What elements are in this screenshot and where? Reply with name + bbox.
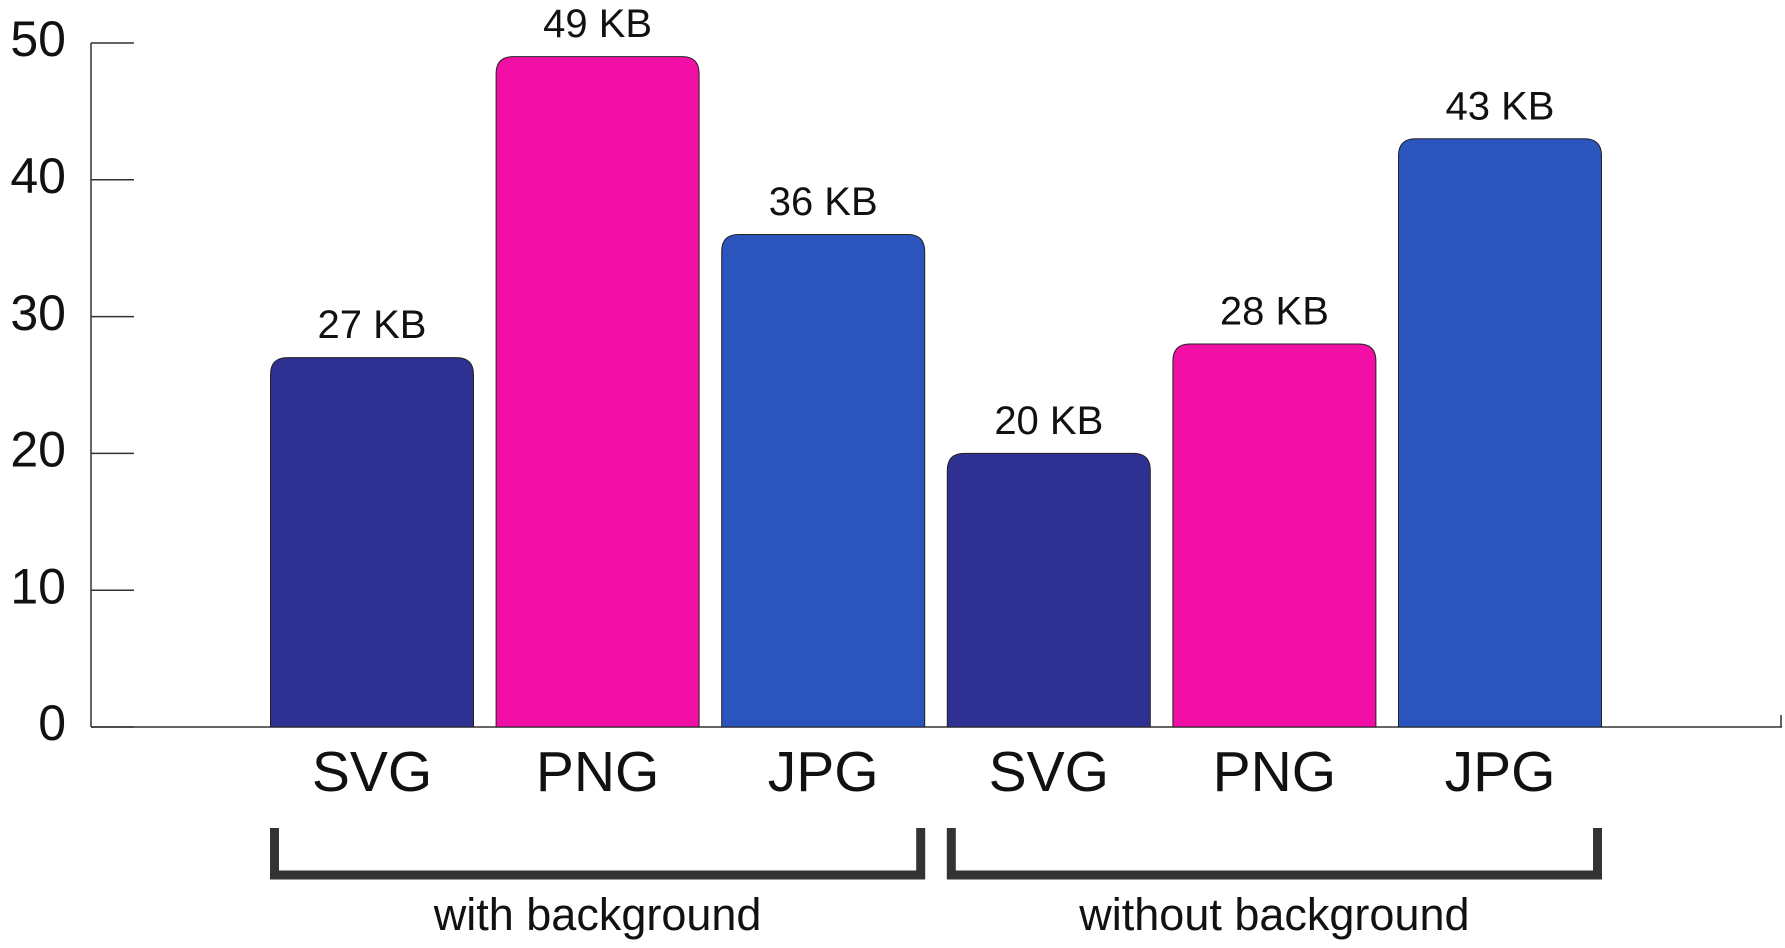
y-tick-label: 20	[10, 422, 66, 478]
x-tick-label: JPG	[1445, 740, 1556, 804]
x-tick-label: PNG	[1213, 740, 1337, 804]
x-tick-label: JPG	[768, 740, 879, 804]
x-tick-label: SVG	[989, 740, 1109, 804]
bar	[495, 56, 700, 728]
group-label: with background	[433, 889, 762, 940]
y-tick-label: 0	[38, 695, 66, 751]
y-tick-label: 30	[10, 285, 66, 341]
value-label: 20 KB	[994, 399, 1103, 443]
bar	[270, 357, 474, 728]
bar	[1172, 343, 1377, 728]
y-tick-label: 10	[10, 558, 66, 614]
y-tick-label: 40	[10, 148, 66, 204]
x-tick-label: PNG	[536, 740, 660, 804]
group-label: without background	[1078, 889, 1469, 940]
value-label: 43 KB	[1446, 84, 1555, 128]
bar	[721, 234, 926, 728]
x-tick-label: SVG	[312, 740, 432, 804]
group-bracket	[270, 828, 926, 880]
value-label: 28 KB	[1220, 290, 1329, 334]
y-tick-label: 50	[10, 11, 66, 67]
bar	[946, 452, 1151, 728]
bar	[1398, 138, 1602, 728]
value-label: 49 KB	[543, 2, 652, 46]
value-label: 27 KB	[318, 303, 427, 347]
group-bracket	[946, 828, 1602, 880]
value-label: 36 KB	[769, 180, 878, 224]
